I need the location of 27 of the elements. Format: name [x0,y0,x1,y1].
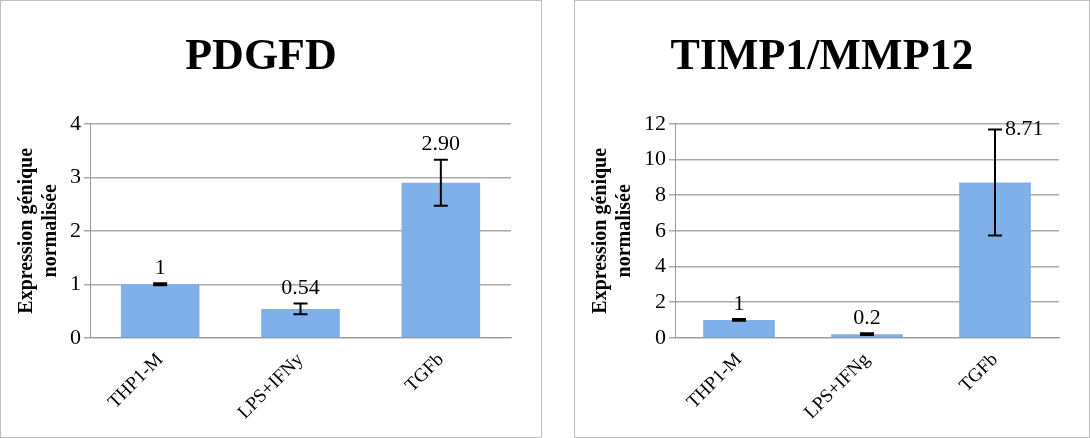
y-tick-label: 4 [70,109,81,135]
bar [959,182,1031,338]
y-tick-label: 2 [70,216,81,242]
chart-title: PDGFD [185,29,337,79]
bar [703,319,775,338]
y-tick-label: 0 [655,323,666,349]
y-tick-label: 1 [70,270,81,296]
y-tick-label: 8 [655,180,666,206]
y-axis-title: Expression génique normalisée [588,147,635,314]
y-tick-label: 4 [655,252,666,278]
bar [261,308,340,338]
y-tick-label: 0 [70,323,81,349]
y-axis-title: Expression génique normalisée [14,147,61,314]
data-label: 1 [733,289,745,315]
bar [401,182,481,338]
y-tick-label: 3 [70,163,81,189]
chart-title: TIMP1/MMP12 [670,29,974,79]
data-label: 1 [154,254,166,279]
y-tick-label: 12 [644,109,666,135]
y-tick-label: 6 [655,216,666,242]
y-tick-label: 2 [655,287,666,313]
bar [120,284,200,338]
data-label: 8.71 [1005,115,1044,141]
y-tick-label: 10 [644,145,666,171]
data-label: 0.54 [281,274,320,300]
data-label: 2.90 [421,130,461,156]
data-label: 0.2 [853,304,881,330]
